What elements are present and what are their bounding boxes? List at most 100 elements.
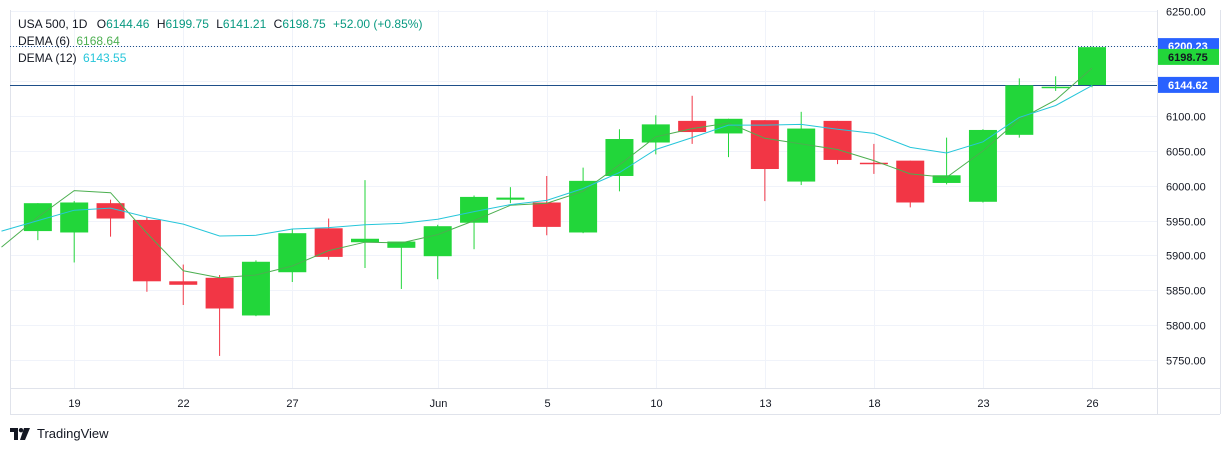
- candle: [278, 228, 307, 282]
- candle: [241, 260, 270, 317]
- low-value: 6141.21: [222, 17, 267, 31]
- candle-body: [351, 238, 379, 243]
- candle-body: [1041, 86, 1070, 89]
- dema6-row[interactable]: DEMA (6) 6168.64: [18, 33, 422, 50]
- y-tick-label: 5750.00: [1166, 356, 1206, 368]
- y-tick-label: 6000.00: [1166, 182, 1206, 194]
- candle: [787, 111, 816, 186]
- candle: [641, 115, 670, 155]
- candle: [569, 167, 598, 234]
- x-tick-label: 18: [868, 398, 880, 410]
- candle-body: [678, 120, 707, 133]
- candle-body: [496, 197, 525, 200]
- chart-legend: USA 500, 1D O6144.46 H6199.75 L6141.21 C…: [18, 16, 422, 67]
- candle-body: [787, 128, 816, 182]
- candle-body: [241, 261, 270, 316]
- candle: [605, 129, 634, 192]
- tag-last-price-box: [1158, 48, 1219, 65]
- candle-body: [750, 120, 779, 170]
- candle-body: [1005, 85, 1034, 135]
- price-lines: [10, 46, 1157, 86]
- tag-last-price: 6198.75: [1158, 48, 1219, 65]
- x-tick-label: 19: [68, 398, 80, 410]
- x-tick-label: 26: [1086, 398, 1098, 410]
- candle: [351, 180, 379, 269]
- symbol-name[interactable]: USA 500: [18, 17, 66, 31]
- brand-name: TradingView: [37, 426, 109, 441]
- candle: [532, 175, 561, 236]
- candle: [750, 120, 779, 202]
- y-tick-label: 6050.00: [1166, 147, 1206, 159]
- candle-body: [132, 219, 161, 282]
- x-tick-label: 13: [759, 398, 771, 410]
- y-tick-label: 5800.00: [1166, 321, 1206, 333]
- candle: [678, 95, 707, 144]
- candle: [1078, 46, 1106, 88]
- candle-body: [314, 228, 343, 257]
- candle: [23, 203, 52, 241]
- candle: [205, 275, 234, 356]
- tradingview-brand[interactable]: TradingView: [10, 426, 109, 441]
- y-tick-label: 6250.00: [1166, 7, 1206, 19]
- close-label: C: [273, 17, 283, 31]
- y-tick-label: 6100.00: [1166, 112, 1206, 124]
- candle: [968, 129, 997, 203]
- y-tick-label: 5900.00: [1166, 251, 1206, 263]
- candle: [859, 143, 888, 174]
- candle-body: [205, 277, 234, 309]
- candle-body: [387, 241, 416, 248]
- candle: [96, 199, 125, 237]
- time-axis[interactable]: 19 22 27 Jun 5 10 13 18 23 26: [68, 398, 1098, 410]
- candle-body: [96, 203, 125, 219]
- dema12-value: 6143.55: [83, 51, 127, 65]
- candle-body: [859, 162, 888, 165]
- high-label: H: [156, 17, 166, 31]
- candle-body: [60, 202, 89, 233]
- candle: [932, 137, 961, 185]
- candle-body: [569, 180, 598, 233]
- candle-body: [714, 118, 743, 134]
- candle: [823, 120, 852, 165]
- tradingview-logo-icon: [10, 427, 30, 440]
- candle-body: [1078, 47, 1106, 86]
- y-tick-label: 5850.00: [1166, 286, 1206, 298]
- interval[interactable]: 1D: [72, 17, 88, 31]
- y-tick-label: 5950.00: [1166, 217, 1206, 229]
- dema-lines: [1, 67, 1093, 279]
- candle: [496, 187, 525, 204]
- dema12-row[interactable]: DEMA (12) 6143.55: [18, 50, 422, 67]
- open-label: O: [96, 17, 107, 31]
- candle-body: [932, 175, 961, 183]
- dema12-line: [1, 85, 1093, 237]
- high-value: 6199.75: [165, 17, 209, 31]
- dema6-line: [1, 67, 1093, 279]
- x-tick-label: Jun: [430, 398, 448, 410]
- dema12-label: DEMA (12): [18, 51, 77, 65]
- x-tick-label: 23: [977, 398, 989, 410]
- tag-last-price-text: 6198.75: [1168, 52, 1208, 64]
- close-value: 6198.75: [282, 17, 326, 31]
- low-label: L: [216, 17, 223, 31]
- chart-grid: [10, 10, 1221, 415]
- candle-body: [896, 160, 925, 203]
- candle-body: [532, 202, 561, 227]
- tag-price-line-bottom: 6144.62: [1158, 76, 1219, 93]
- candle: [896, 160, 925, 208]
- candle: [132, 217, 161, 292]
- tag-price-line-bottom-text: 6144.62: [1168, 80, 1208, 92]
- candles: [23, 46, 1106, 356]
- ohlc-row: USA 500, 1D O6144.46 H6199.75 L6141.21 C…: [18, 17, 423, 31]
- candle: [387, 241, 416, 289]
- x-tick-label: 27: [286, 398, 298, 410]
- x-tick-label: 22: [177, 398, 189, 410]
- x-tick-label: 5: [544, 398, 550, 410]
- dema6-value: 6168.64: [76, 34, 120, 48]
- dema6-label: DEMA (6): [18, 34, 71, 48]
- candle-body: [169, 281, 198, 285]
- change-value: +52.00 (+0.85%): [333, 17, 423, 31]
- x-tick-label: 10: [650, 398, 662, 410]
- candle-body: [968, 129, 997, 202]
- candle: [1041, 76, 1070, 91]
